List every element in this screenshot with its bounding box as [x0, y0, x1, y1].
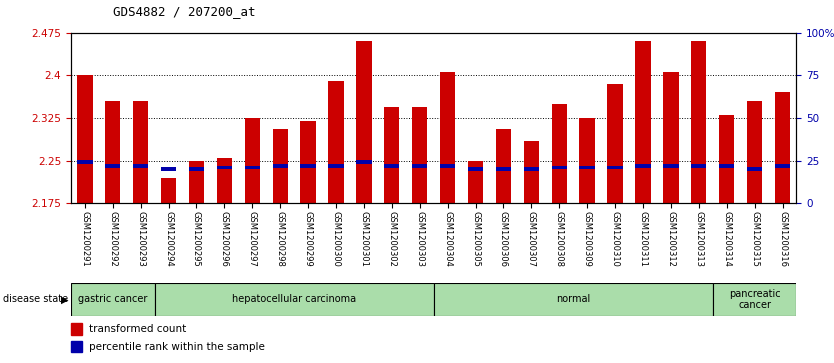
Bar: [468, 160, 483, 203]
Bar: [440, 73, 455, 203]
Bar: [356, 160, 372, 164]
Text: hepatocellular carcinoma: hepatocellular carcinoma: [232, 294, 356, 305]
Text: disease state: disease state: [3, 294, 68, 305]
Bar: [434, 283, 713, 316]
Bar: [188, 160, 204, 203]
Bar: [217, 158, 232, 203]
Bar: [524, 141, 539, 203]
Bar: [440, 164, 455, 168]
Bar: [217, 166, 232, 169]
Text: gastric cancer: gastric cancer: [78, 294, 148, 305]
Text: normal: normal: [556, 294, 590, 305]
Bar: [719, 115, 735, 203]
Bar: [133, 164, 148, 168]
Bar: [607, 84, 623, 203]
Bar: [551, 104, 567, 203]
Bar: [691, 164, 706, 168]
Bar: [384, 107, 399, 203]
Bar: [775, 92, 790, 203]
Bar: [636, 41, 651, 203]
Bar: [412, 164, 427, 168]
Bar: [105, 164, 120, 168]
Bar: [188, 167, 204, 171]
Bar: [524, 167, 539, 171]
Bar: [300, 164, 316, 168]
Bar: [71, 341, 82, 352]
Bar: [691, 41, 706, 203]
Bar: [133, 101, 148, 203]
Bar: [468, 167, 483, 171]
Bar: [580, 166, 595, 169]
Bar: [412, 107, 427, 203]
Bar: [719, 164, 735, 168]
Text: ▶: ▶: [61, 294, 68, 305]
Bar: [356, 41, 372, 203]
Bar: [78, 76, 93, 203]
Bar: [273, 129, 288, 203]
Bar: [747, 167, 762, 171]
Text: percentile rank within the sample: percentile rank within the sample: [89, 342, 265, 352]
Bar: [495, 129, 511, 203]
Bar: [161, 167, 176, 171]
Bar: [775, 164, 790, 168]
Bar: [161, 178, 176, 203]
Text: transformed count: transformed count: [89, 324, 186, 334]
Bar: [384, 164, 399, 168]
Text: GDS4882 / 207200_at: GDS4882 / 207200_at: [113, 5, 255, 18]
Bar: [580, 118, 595, 203]
Bar: [663, 73, 679, 203]
Bar: [495, 167, 511, 171]
Bar: [551, 166, 567, 169]
Bar: [607, 166, 623, 169]
Bar: [71, 283, 154, 316]
Bar: [636, 164, 651, 168]
Bar: [747, 101, 762, 203]
Bar: [244, 166, 260, 169]
Bar: [78, 160, 93, 164]
Bar: [713, 283, 796, 316]
Bar: [244, 118, 260, 203]
Bar: [663, 164, 679, 168]
Bar: [105, 101, 120, 203]
Bar: [300, 121, 316, 203]
Text: pancreatic
cancer: pancreatic cancer: [729, 289, 781, 310]
Bar: [154, 283, 434, 316]
Bar: [329, 164, 344, 168]
Bar: [329, 81, 344, 203]
Bar: [71, 323, 82, 335]
Bar: [273, 164, 288, 168]
